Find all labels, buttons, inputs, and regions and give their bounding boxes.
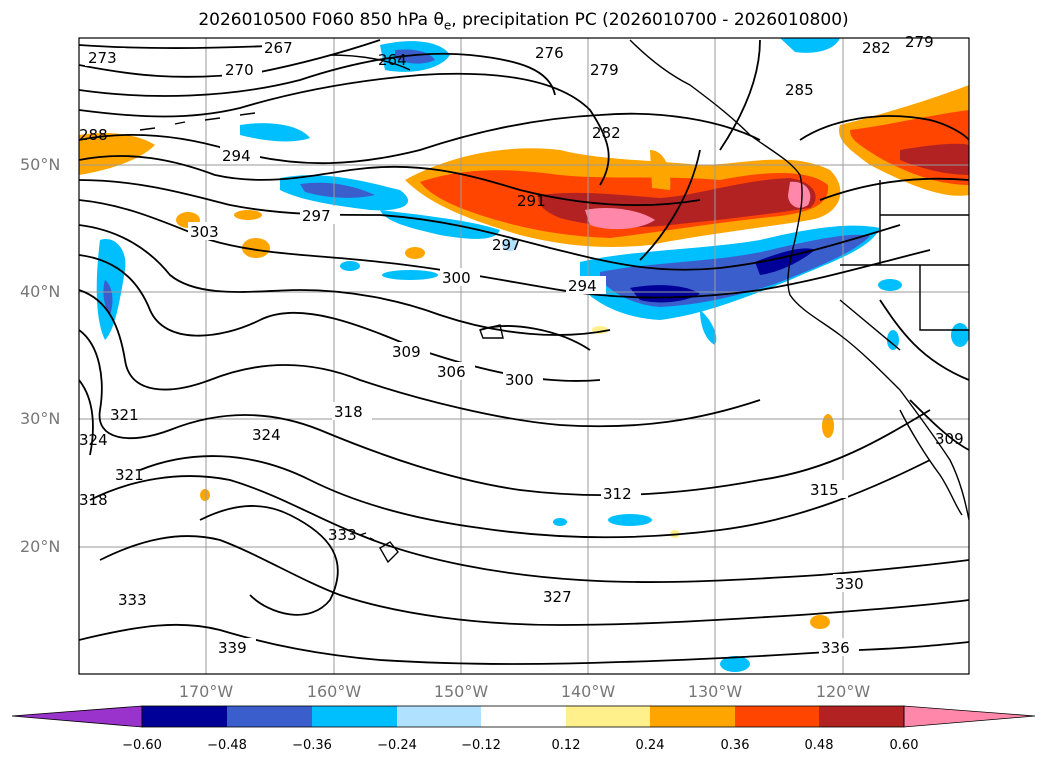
contour-label: 282 (592, 124, 621, 142)
coastlines (139, 39, 969, 564)
colorbar-tick-label: 0.36 (720, 738, 750, 753)
contour-label: 339 (218, 639, 247, 657)
colorbar-segment (481, 706, 566, 727)
colorbar-tick-label: 0.12 (551, 738, 581, 753)
colorbar-tick-label: −0.12 (461, 738, 501, 753)
contour-label: 264 (378, 51, 407, 69)
contour-label: 318 (334, 403, 363, 421)
contour-label: 336 (821, 639, 850, 657)
lat-label-20n: 20°N (20, 537, 61, 556)
colorbar-segment (142, 706, 227, 727)
contour-label: 297 (302, 207, 331, 225)
lon-label-120w: 120°W (815, 682, 871, 701)
contour-label: 300 (442, 269, 471, 287)
contour-label: 273 (88, 49, 117, 67)
contour-label: 297 (492, 236, 521, 254)
colorbar-frame (141, 705, 905, 728)
colorbar-tick-label: −0.24 (377, 738, 417, 753)
contour-labels: 273 267 270 264 276 279 282 279 285 288 … (79, 33, 964, 657)
lon-label-150w: 150°W (433, 682, 489, 701)
contour-label: 303 (190, 223, 219, 241)
contour-label: 288 (79, 126, 108, 144)
colorbar-extend-high (903, 705, 1036, 728)
contour-label: 291 (517, 192, 546, 210)
contour-label: 318 (79, 491, 108, 509)
contour-label: 312 (603, 485, 632, 503)
colorbar-tick-label: −0.48 (207, 738, 247, 753)
colorbar-extend-low (11, 705, 143, 728)
contour-label: 267 (264, 39, 293, 57)
contour-label: 285 (785, 81, 814, 99)
map-title: 2026010500 F060 850 hPa θe, precipitatio… (198, 10, 849, 33)
lon-label-130w: 130°W (687, 682, 743, 701)
colorbar-segment (312, 706, 397, 727)
colorbar-segment (735, 706, 819, 727)
colorbar-segment (819, 706, 904, 727)
contour-label: 282 (862, 39, 891, 57)
colorbar-tick-label: −0.60 (122, 738, 162, 753)
contour-label: 306 (437, 363, 466, 381)
contour-label: 309 (392, 343, 421, 361)
lon-label-170w: 170°W (178, 682, 234, 701)
contour-label: 333 (328, 526, 357, 544)
contour-label: 300 (505, 371, 534, 389)
colorbar-segment (650, 706, 735, 727)
lon-label-140w: 140°W (560, 682, 616, 701)
colorbar-tick-label: −0.36 (292, 738, 332, 753)
contour-label: 333 (118, 591, 147, 609)
colorbar-segment (397, 706, 481, 727)
contour-label: 327 (543, 588, 572, 606)
lat-label-40n: 40°N (20, 282, 61, 301)
contour-label: 276 (535, 44, 564, 62)
contour-label: 294 (568, 277, 597, 295)
contour-label: 270 (225, 61, 254, 79)
contour-label: 324 (79, 431, 108, 449)
colorbar-segment (227, 706, 312, 727)
contour-label: 279 (905, 33, 934, 51)
colorbar-segment (566, 706, 650, 727)
lon-label-160w: 160°W (306, 682, 362, 701)
contour-label: 321 (110, 406, 139, 424)
colorbar (11, 705, 1036, 728)
lat-label-50n: 50°N (20, 155, 61, 174)
contour-label: 321 (115, 466, 144, 484)
contour-label: 330 (835, 575, 864, 593)
lat-label-30n: 30°N (20, 409, 61, 428)
colorbar-tick-label: 0.60 (889, 738, 919, 753)
contour-label: 309 (935, 430, 964, 448)
contour-label: 315 (810, 481, 839, 499)
graticule (79, 38, 969, 674)
colorbar-tick-label: 0.24 (635, 738, 665, 753)
contour-label: 324 (252, 426, 281, 444)
colorbar-tick-label: 0.48 (804, 738, 834, 753)
contour-label: 294 (222, 147, 251, 165)
map-frame (78, 37, 970, 675)
theta-e-contours (79, 39, 969, 665)
map-background (79, 38, 969, 674)
contour-label: 279 (590, 61, 619, 79)
